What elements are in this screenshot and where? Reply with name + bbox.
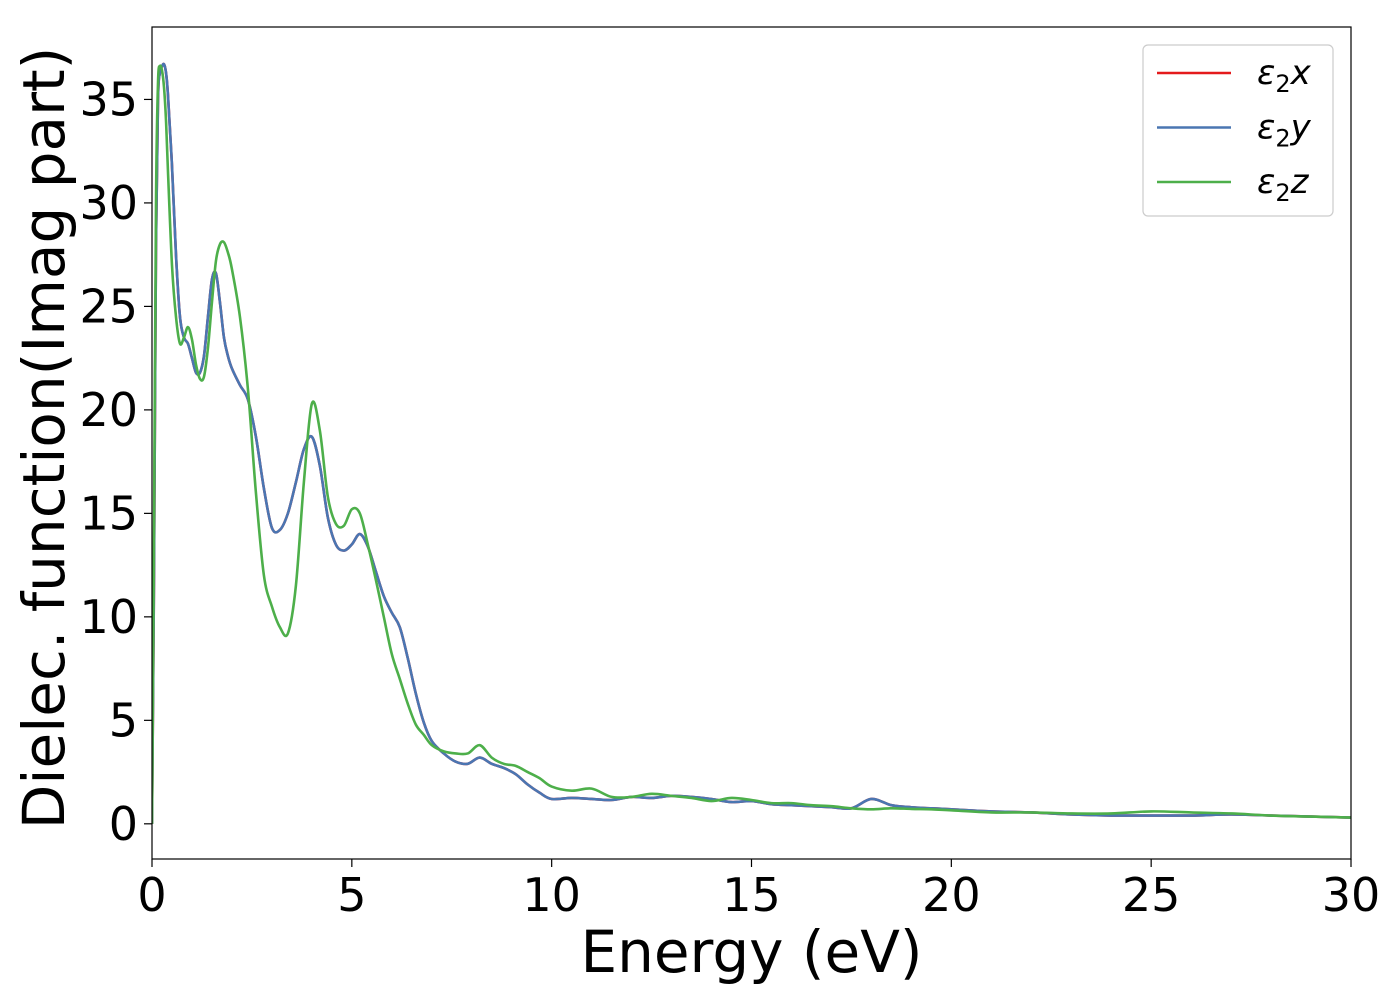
y-tick-label: 5 (109, 693, 138, 747)
y-tick-label: 35 (79, 72, 138, 126)
x-tick-label: 5 (337, 868, 366, 922)
series-line-z (152, 64, 1351, 824)
series-layer (152, 62, 1351, 824)
y-tick-label: 20 (79, 383, 138, 437)
y-axis-title: Dielec. function(Imag part) (10, 47, 78, 830)
y-tick-label: 15 (79, 486, 138, 540)
x-tick-label: 15 (722, 868, 781, 922)
x-axis-title: Energy (eV) (580, 918, 922, 986)
legend: ε2x ε2y ε2z (1142, 44, 1334, 217)
x-tick-label: 10 (522, 868, 581, 922)
legend-label-z: ε2z (1257, 162, 1310, 207)
y-tick-label: 25 (79, 279, 138, 333)
x-tick-label: 0 (137, 868, 166, 922)
x-axis: 0 5 10 15 20 25 30 (137, 859, 1380, 922)
y-tick-label: 10 (79, 590, 138, 644)
legend-label-y: ε2y (1257, 108, 1312, 153)
legend-label-x: ε2x (1257, 53, 1312, 98)
x-tick-label: 25 (1122, 868, 1181, 922)
y-tick-label: 0 (109, 797, 138, 851)
y-tick-label: 30 (79, 176, 138, 230)
legend-box (1142, 44, 1334, 217)
x-tick-label: 30 (1322, 868, 1381, 922)
y-axis: 0 5 10 15 20 25 30 35 (79, 72, 152, 851)
x-tick-label: 20 (922, 868, 981, 922)
